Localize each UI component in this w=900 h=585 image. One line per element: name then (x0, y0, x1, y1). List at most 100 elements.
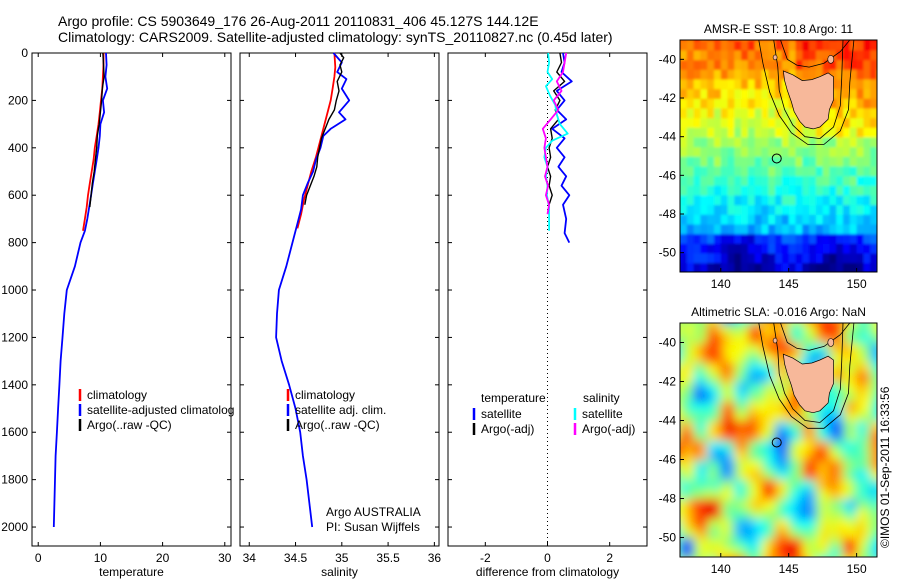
sst_map-cell (693, 88, 702, 99)
sst_map-cell (836, 78, 844, 90)
temperature-xlabel: temperature (99, 565, 164, 579)
sla_map-cell (727, 449, 736, 461)
sst_map-cell (775, 233, 783, 244)
sst_map-cell (686, 194, 695, 206)
sla_map-cell (741, 527, 749, 539)
sst_map-cell (727, 233, 736, 244)
sst_map-cell (734, 214, 742, 225)
sla_map-cell (747, 381, 756, 393)
sla_map-cell (686, 371, 695, 383)
salinity-profile-panel: 34 34.5 35 35.5 36 salinity climatologysatelli… (239, 52, 441, 579)
sla_map-cell (863, 323, 871, 334)
sst_map-cell (795, 262, 804, 272)
sla_map-cell (829, 440, 837, 451)
sst_map-cell (700, 117, 708, 128)
sst_map-cell (768, 243, 776, 254)
sla_map-cell (836, 401, 844, 412)
sla_map-cell (829, 449, 837, 461)
figure-title-line1: Argo profile: CS 5903649_176 26-Aug-2011… (58, 13, 539, 29)
sla_map-cell (741, 488, 749, 500)
sst_map-cell (815, 146, 824, 157)
sst_map-cell (836, 127, 844, 138)
sla_map-argo-position-marker (771, 437, 782, 448)
sla_map-cell (870, 371, 877, 383)
sst_map-cell (829, 59, 837, 70)
sla_map-cell (693, 547, 702, 557)
sla_map-cell (686, 430, 695, 441)
depth-tick-label: 600 (8, 188, 28, 202)
sla_map-cell (836, 391, 844, 402)
sst_map-cell (843, 78, 851, 90)
sst_map-cell (795, 136, 804, 148)
sla_map-cell (700, 352, 708, 363)
sla_map-cell (836, 420, 844, 432)
sla_map-cell (761, 498, 770, 510)
sla_map-cell (686, 420, 695, 432)
sla_map-cell (680, 430, 688, 441)
sla_map-cell (741, 381, 749, 393)
sla_map-cell (700, 323, 708, 334)
sla_map-cell (843, 332, 851, 344)
sst_map-cell (741, 185, 749, 196)
sst_map-cell (870, 88, 877, 99)
sst_map-cell (707, 243, 715, 254)
sst_map-cell (815, 136, 824, 148)
temperature-profile-panel: 0 10 20 30 0 200 400 600 800 1000 1200 1400 1600 1800… (1, 46, 234, 579)
sla_map-cell (849, 518, 858, 529)
sst_map-cell (768, 262, 776, 272)
sla_map-cell (693, 362, 702, 373)
sst_map-cell (693, 146, 702, 157)
sst_map-cell (680, 40, 688, 41)
temperature-series-2-line (89, 52, 105, 208)
sla_map-cell (836, 381, 844, 393)
sst_map-cell (768, 165, 776, 177)
sla_map-cell (747, 323, 756, 334)
sla_map-cell (870, 518, 877, 529)
sla_map-cell (775, 469, 783, 480)
salinity-series-0-line (296, 52, 337, 229)
sla_map-cell (809, 498, 817, 510)
sst_map-cell (768, 194, 776, 206)
sst_map-cell (734, 185, 742, 196)
sst_map-cell (843, 243, 851, 254)
sla_map-cell (843, 469, 851, 480)
sla_map-cell (707, 420, 715, 432)
sst_map-cell (714, 98, 722, 109)
sla_map-cell (836, 352, 844, 363)
sst_map-cell (849, 252, 858, 264)
sla_map-cell (686, 381, 695, 393)
sst_map-cell (720, 214, 729, 225)
sla_map-xtick-label: 145 (779, 562, 799, 576)
sst_map-cell (822, 49, 831, 61)
sla_map-ytick-label: -40 (659, 336, 677, 350)
sla_map-cell (734, 440, 742, 451)
figure-title-line2: Climatology: CARS2009. Satellite-adjuste… (58, 29, 613, 45)
sst_map-cell (849, 146, 858, 157)
sst_map-cell (714, 175, 722, 186)
sst_map-cell (870, 40, 877, 41)
sst_map-cell (680, 88, 688, 99)
sla_map-cell (693, 518, 702, 529)
sla_map-cell (693, 469, 702, 480)
sla_map-cell (809, 469, 817, 480)
sla_map-cell (707, 371, 715, 383)
sst_map-cell (727, 262, 736, 272)
sla_map-cell (775, 547, 783, 557)
sst_map-cell (822, 223, 831, 235)
sst_map-cell (795, 146, 804, 157)
sst_map-cell (843, 262, 851, 272)
sst_map-cell (741, 233, 749, 244)
sst_map-cell (680, 243, 688, 254)
depth-tick-label: 1400 (1, 378, 28, 392)
sla_map-cell (720, 547, 729, 557)
sla_map-cell (700, 342, 708, 354)
sla_map-cell (680, 323, 688, 324)
sla_map-cell (734, 557, 742, 568)
diff-legend-salinity-entry: satellite (582, 407, 623, 421)
sla_map-cell (754, 362, 763, 373)
sst_map-cell (781, 262, 790, 272)
sst_map-cell (849, 88, 858, 99)
sst_map-cell (775, 127, 783, 138)
sla_map-cell (741, 479, 749, 490)
